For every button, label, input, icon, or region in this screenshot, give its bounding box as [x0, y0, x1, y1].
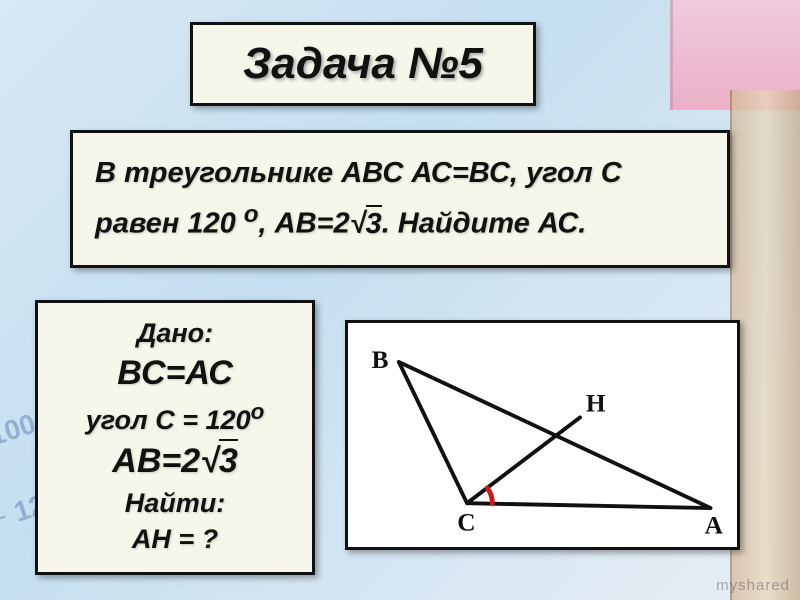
given-equality: ВС=АС	[46, 351, 304, 397]
given-ab: АВ=2√3	[46, 439, 304, 485]
title-panel: Задача №5	[190, 22, 536, 106]
vertex-label-b: B	[372, 346, 389, 374]
slide-title: Задача №5	[243, 39, 483, 89]
given-angle: угол С = 120о	[46, 397, 304, 438]
angle-arc	[487, 488, 492, 504]
given-panel: Дано: ВС=АС угол С = 120о АВ=2√3 Найти: …	[35, 300, 315, 575]
given-heading: Дано:	[46, 315, 304, 351]
problem-text: В треугольнике АВС АС=ВС, угол С равен 1…	[95, 151, 705, 247]
find-target: АН = ?	[46, 521, 304, 557]
problem-panel: В треугольнике АВС АС=ВС, угол С равен 1…	[70, 130, 730, 268]
vertex-label-a: A	[705, 511, 724, 539]
background-pencil	[730, 90, 800, 600]
point-label-h: H	[586, 390, 606, 418]
find-heading: Найти:	[46, 485, 304, 521]
watermark: myshared	[716, 577, 790, 594]
triangle-diagram: B C A H	[348, 323, 737, 547]
altitude-ch	[467, 417, 580, 503]
vertex-label-c: C	[457, 508, 475, 536]
figure-panel: B C A H	[345, 320, 740, 550]
